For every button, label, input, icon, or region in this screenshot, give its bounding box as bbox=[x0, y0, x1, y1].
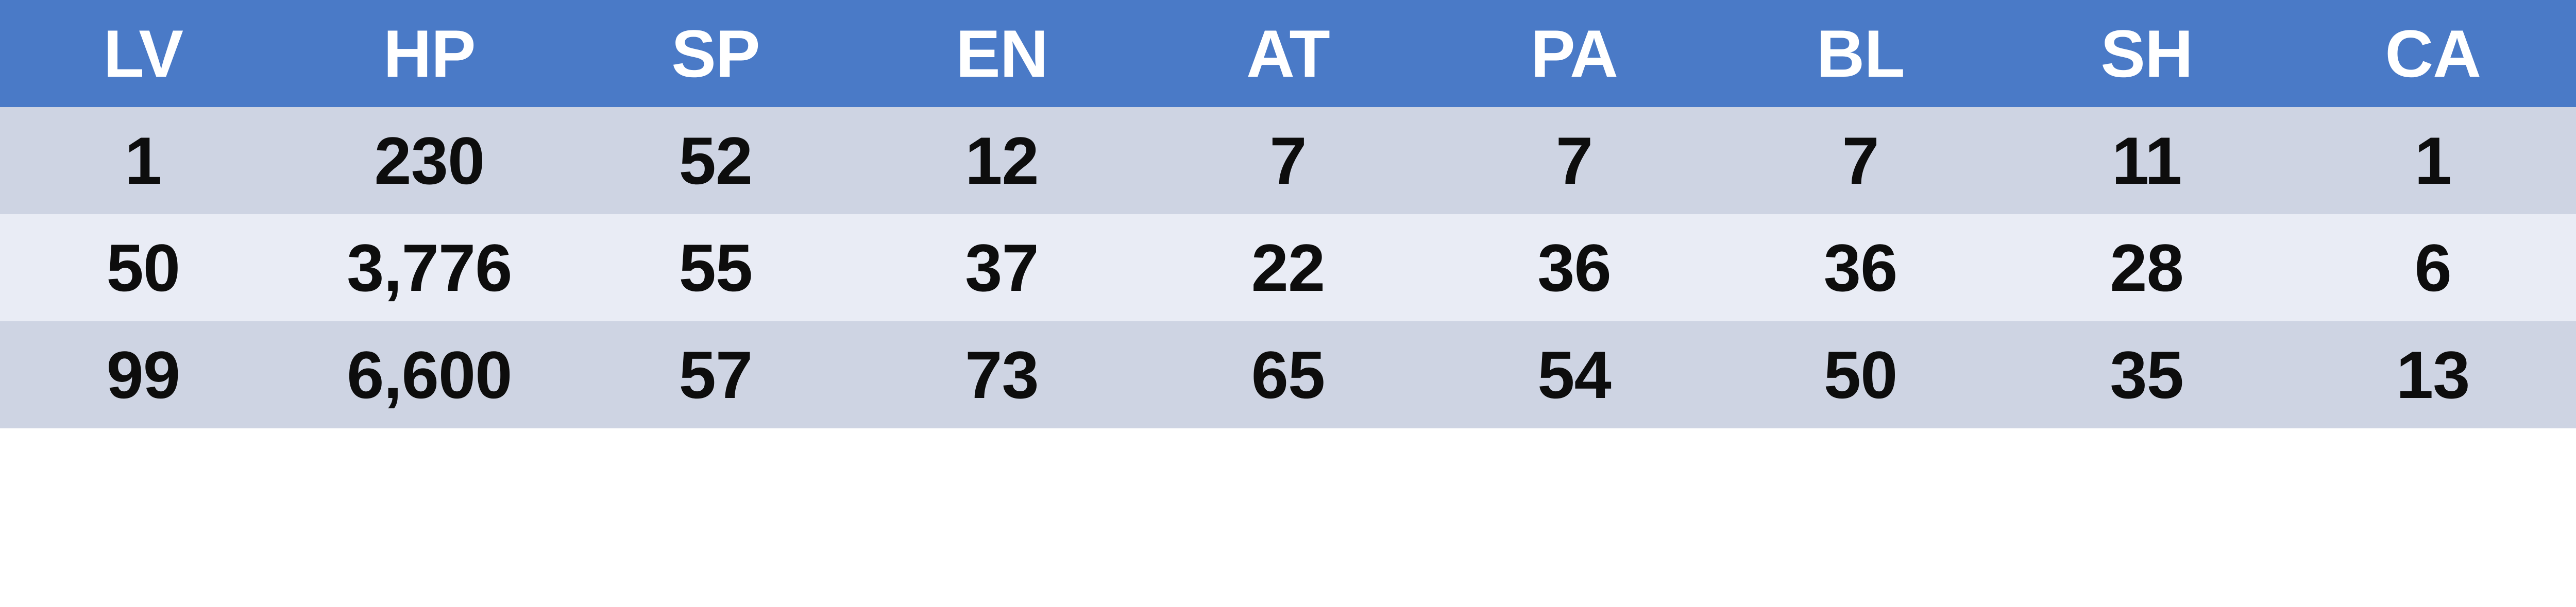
col-header-at: AT bbox=[1145, 0, 1431, 107]
cell-at: 22 bbox=[1145, 214, 1431, 321]
cell-hp: 3,776 bbox=[286, 214, 573, 321]
cell-bl: 36 bbox=[1717, 214, 2004, 321]
cell-lv: 99 bbox=[0, 321, 286, 428]
cell-sp: 57 bbox=[572, 321, 859, 428]
cell-lv: 1 bbox=[0, 107, 286, 214]
cell-hp: 230 bbox=[286, 107, 573, 214]
cell-sh: 28 bbox=[2004, 214, 2290, 321]
table-row: 50 3,776 55 37 22 36 36 28 6 bbox=[0, 214, 2576, 321]
col-header-pa: PA bbox=[1431, 0, 1718, 107]
cell-ca: 13 bbox=[2290, 321, 2576, 428]
cell-sh: 35 bbox=[2004, 321, 2290, 428]
cell-en: 73 bbox=[859, 321, 1145, 428]
col-header-sp: SP bbox=[572, 0, 859, 107]
cell-pa: 54 bbox=[1431, 321, 1718, 428]
col-header-hp: HP bbox=[286, 0, 573, 107]
cell-sh: 11 bbox=[2004, 107, 2290, 214]
table-row: 1 230 52 12 7 7 7 11 1 bbox=[0, 107, 2576, 214]
table-row: 99 6,600 57 73 65 54 50 35 13 bbox=[0, 321, 2576, 428]
stats-table: LV HP SP EN AT PA BL SH CA 1 230 52 12 7… bbox=[0, 0, 2576, 428]
cell-ca: 6 bbox=[2290, 214, 2576, 321]
cell-bl: 7 bbox=[1717, 107, 2004, 214]
cell-bl: 50 bbox=[1717, 321, 2004, 428]
cell-ca: 1 bbox=[2290, 107, 2576, 214]
cell-lv: 50 bbox=[0, 214, 286, 321]
cell-hp: 6,600 bbox=[286, 321, 573, 428]
cell-sp: 55 bbox=[572, 214, 859, 321]
cell-en: 12 bbox=[859, 107, 1145, 214]
col-header-bl: BL bbox=[1717, 0, 2004, 107]
cell-en: 37 bbox=[859, 214, 1145, 321]
cell-at: 7 bbox=[1145, 107, 1431, 214]
col-header-lv: LV bbox=[0, 0, 286, 107]
cell-pa: 36 bbox=[1431, 214, 1718, 321]
col-header-sh: SH bbox=[2004, 0, 2290, 107]
header-row: LV HP SP EN AT PA BL SH CA bbox=[0, 0, 2576, 107]
col-header-ca: CA bbox=[2290, 0, 2576, 107]
cell-pa: 7 bbox=[1431, 107, 1718, 214]
col-header-en: EN bbox=[859, 0, 1145, 107]
cell-sp: 52 bbox=[572, 107, 859, 214]
cell-at: 65 bbox=[1145, 321, 1431, 428]
